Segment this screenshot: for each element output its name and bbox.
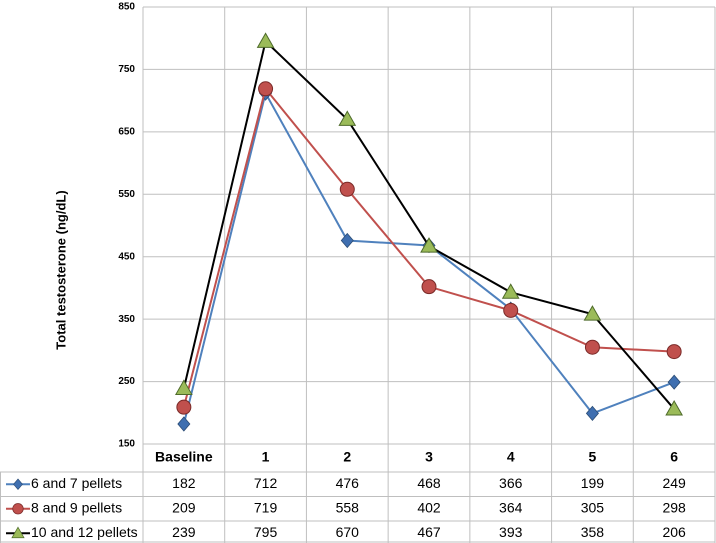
table-cell: 249 xyxy=(662,475,686,491)
table-cell: 199 xyxy=(581,475,605,491)
table-cell: 558 xyxy=(336,499,360,515)
marker xyxy=(256,32,275,48)
marker xyxy=(177,416,191,432)
y-tick-label: 350 xyxy=(118,314,135,325)
legend-label: 10 and 12 pellets xyxy=(31,524,138,540)
y-tick-label: 650 xyxy=(118,126,135,137)
table-cell: 182 xyxy=(172,475,196,491)
table-cell: 468 xyxy=(417,475,441,491)
marker xyxy=(174,379,193,395)
marker xyxy=(13,478,23,490)
table-cell: 298 xyxy=(662,499,686,515)
table-cell: 364 xyxy=(499,499,523,515)
marker xyxy=(12,503,24,515)
table-cell: 670 xyxy=(336,524,360,540)
x-tick-label: 5 xyxy=(589,449,597,465)
legend-label: 6 and 7 pellets xyxy=(31,475,122,491)
table-cell: 719 xyxy=(254,499,278,515)
table-cell: 206 xyxy=(662,524,686,540)
y-axis-label: Total testosterone (ng/dL) xyxy=(53,190,68,349)
series-line xyxy=(182,39,675,410)
marker xyxy=(666,344,682,360)
table-cell: 795 xyxy=(254,524,278,540)
y-tick-label: 250 xyxy=(118,376,135,387)
y-tick-label: 550 xyxy=(118,189,135,200)
y-tick-label: 750 xyxy=(118,64,135,75)
y-tick-label: 450 xyxy=(118,251,135,262)
marker xyxy=(585,405,599,422)
table-cell: 393 xyxy=(499,524,523,540)
x-tick-label: Baseline xyxy=(155,449,213,465)
y-tick-label: 850 xyxy=(118,2,135,13)
marker xyxy=(339,181,355,197)
marker xyxy=(665,400,684,416)
table-cell: 239 xyxy=(172,524,196,540)
marker xyxy=(340,232,354,249)
marker xyxy=(503,302,519,318)
x-tick-label: 2 xyxy=(343,449,351,465)
marker xyxy=(338,110,357,126)
marker xyxy=(583,305,602,321)
table-cell: 712 xyxy=(254,475,278,491)
table-cell: 476 xyxy=(336,475,360,491)
marker xyxy=(176,399,192,415)
table-cell: 305 xyxy=(581,499,605,515)
marker xyxy=(501,283,520,299)
x-tick-label: 4 xyxy=(507,449,515,465)
series-line xyxy=(182,90,675,425)
table-cell: 209 xyxy=(172,499,196,515)
marker xyxy=(584,339,600,355)
table-cell: 358 xyxy=(581,524,605,540)
marker xyxy=(258,81,274,97)
x-tick-label: 3 xyxy=(425,449,433,465)
y-tick-label: 150 xyxy=(118,439,135,450)
legend-label: 8 and 9 pellets xyxy=(31,499,122,515)
marker xyxy=(667,374,681,390)
marker xyxy=(421,279,437,295)
table-cell: 402 xyxy=(417,499,441,515)
x-tick-label: 6 xyxy=(670,449,678,465)
marker xyxy=(420,237,438,253)
table-cell: 467 xyxy=(417,524,441,540)
marker xyxy=(11,526,25,539)
x-tick-label: 1 xyxy=(262,449,270,465)
table-cell: 366 xyxy=(499,475,523,491)
